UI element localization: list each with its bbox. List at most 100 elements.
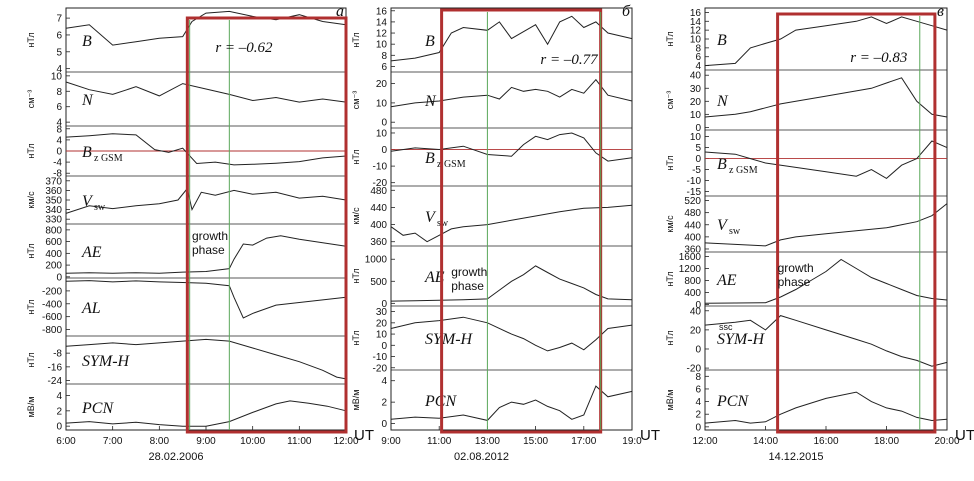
x-tick-label: 8:00 bbox=[150, 436, 170, 447]
series-line bbox=[390, 78, 633, 108]
series-label: V bbox=[717, 217, 729, 234]
series-label-sub: sw bbox=[729, 226, 741, 237]
y-tick-label: 14 bbox=[376, 17, 388, 28]
panel-letter: б bbox=[622, 3, 631, 20]
panel-letter: а bbox=[336, 3, 344, 20]
y-tick-label: 400 bbox=[684, 232, 701, 243]
y-tick-label: -4 bbox=[53, 158, 62, 169]
series-line bbox=[65, 400, 347, 427]
series-line bbox=[390, 385, 633, 421]
series-line bbox=[65, 338, 347, 380]
unit-label: нТл bbox=[26, 299, 36, 314]
y-tick-label: 20 bbox=[690, 97, 702, 108]
x-tick-label: 12:00 bbox=[333, 436, 358, 447]
y-tick-label: 0 bbox=[381, 118, 387, 129]
y-tick-label: 0 bbox=[381, 299, 387, 310]
series-label-sub: z GSM bbox=[94, 153, 123, 164]
y-tick-label: 10 bbox=[376, 40, 388, 51]
series-label-sub: z GSM bbox=[729, 165, 758, 176]
x-tick-label: 9:00 bbox=[196, 436, 216, 447]
x-tick-label: 11:00 bbox=[427, 436, 452, 447]
y-tick-label: 4 bbox=[695, 397, 701, 408]
y-tick-label: 10 bbox=[690, 35, 702, 46]
y-tick-label: 400 bbox=[45, 249, 62, 260]
series-label: AE bbox=[424, 269, 445, 286]
y-tick-label: -400 bbox=[42, 299, 62, 310]
unit-label: нТл bbox=[665, 330, 675, 345]
y-tick-label: 350 bbox=[45, 196, 62, 207]
y-tick-label: 1200 bbox=[679, 264, 702, 275]
x-unit-label: UT bbox=[640, 427, 660, 444]
series-line bbox=[390, 265, 633, 302]
y-tick-label: 4 bbox=[56, 391, 62, 402]
x-tick-label: 20:00 bbox=[934, 436, 959, 447]
y-tick-label: 480 bbox=[684, 208, 701, 219]
series-line bbox=[704, 140, 948, 180]
series-line bbox=[704, 258, 948, 304]
y-tick-label: 5 bbox=[56, 47, 62, 58]
y-tick-label: 440 bbox=[684, 220, 701, 231]
y-tick-label: 370 bbox=[45, 176, 62, 187]
y-tick-label: 20 bbox=[376, 79, 388, 90]
y-tick-label: 360 bbox=[45, 186, 62, 197]
y-tick-label: -20 bbox=[373, 178, 388, 189]
y-tick-label: 30 bbox=[376, 307, 388, 318]
y-tick-label: 0 bbox=[56, 272, 62, 283]
unit-label: см⁻³ bbox=[26, 90, 36, 108]
x-tick-label: 18:00 bbox=[874, 436, 899, 447]
correlation-label: r = –0.62 bbox=[215, 40, 273, 56]
y-tick-label: 10 bbox=[376, 330, 388, 341]
x-tick-label: 19:0 bbox=[622, 436, 642, 447]
series-line bbox=[65, 10, 347, 46]
y-tick-label: 16 bbox=[690, 8, 702, 19]
series-label: N bbox=[424, 93, 437, 110]
y-tick-label: 0 bbox=[695, 422, 701, 433]
x-unit-label: UT bbox=[955, 427, 974, 444]
y-tick-label: -24 bbox=[48, 376, 63, 387]
series-label: N bbox=[716, 93, 729, 110]
series-label: N bbox=[81, 92, 94, 109]
date-label: 14.12.2015 bbox=[768, 451, 823, 463]
series-line bbox=[390, 15, 633, 62]
y-tick-label: 7 bbox=[56, 14, 62, 25]
unit-label: нТл bbox=[665, 155, 675, 170]
unit-label: мВ/м bbox=[665, 390, 675, 411]
y-tick-label: 0 bbox=[381, 145, 387, 156]
series-line bbox=[704, 16, 948, 67]
y-tick-label: -8 bbox=[53, 169, 62, 180]
x-tick-label: 15:00 bbox=[523, 436, 548, 447]
series-label: AE bbox=[716, 272, 737, 289]
y-tick-label: 500 bbox=[370, 277, 387, 288]
series-line bbox=[65, 280, 347, 319]
series-line bbox=[65, 133, 347, 166]
y-tick-label: 4 bbox=[381, 376, 387, 387]
series-label: V bbox=[425, 209, 437, 226]
series-label: B bbox=[82, 144, 92, 161]
x-tick-label: 14:00 bbox=[753, 436, 778, 447]
y-tick-label: 0 bbox=[695, 123, 701, 134]
x-tick-label: 10:00 bbox=[240, 436, 265, 447]
y-tick-label: 800 bbox=[684, 276, 701, 287]
y-tick-label: -8 bbox=[53, 349, 62, 360]
series-line bbox=[390, 204, 633, 243]
y-tick-label: -15 bbox=[687, 187, 702, 198]
x-tick-label: 11:00 bbox=[287, 436, 312, 447]
unit-label: нТл bbox=[26, 352, 36, 367]
growth-phase-label-line1: growth bbox=[778, 261, 814, 275]
y-tick-label: -20 bbox=[687, 364, 702, 375]
date-label: 28.02.2006 bbox=[148, 451, 203, 463]
series-label: SYM-H bbox=[717, 331, 766, 348]
y-tick-label: 20 bbox=[690, 325, 702, 336]
x-tick-label: 13:00 bbox=[475, 436, 500, 447]
y-tick-label: 10 bbox=[690, 132, 702, 143]
y-tick-label: 6 bbox=[381, 62, 387, 73]
unit-label: нТл bbox=[665, 31, 675, 46]
y-tick-label: 0 bbox=[381, 341, 387, 352]
unit-label: мВ/м bbox=[351, 390, 361, 411]
y-tick-label: 400 bbox=[684, 288, 701, 299]
y-tick-label: 6 bbox=[56, 30, 62, 41]
unit-label: мВ/м bbox=[26, 397, 36, 418]
